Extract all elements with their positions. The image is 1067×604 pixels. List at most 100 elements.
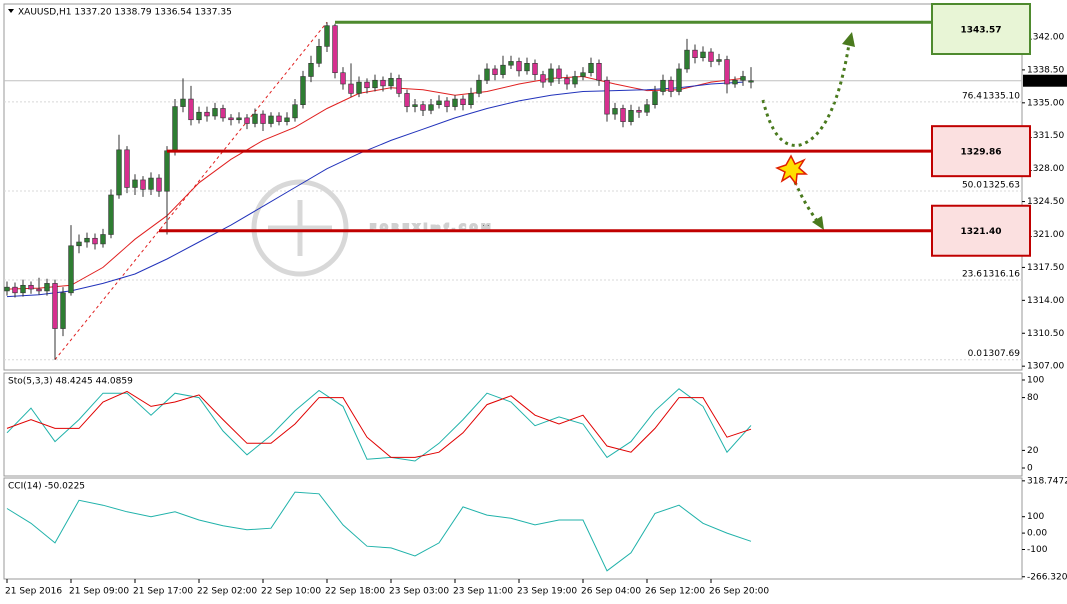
candle-body: [668, 79, 674, 92]
logo-ring: [251, 179, 349, 277]
candle-body: [708, 51, 714, 62]
y-tick-label: 1321.00: [1027, 230, 1064, 240]
candle-body: [284, 117, 290, 122]
candle-body: [316, 46, 322, 64]
y-tick-label: -100: [1027, 545, 1048, 555]
fib-price: 1325.63: [983, 180, 1020, 190]
x-tick-label: 23 Sep 19:00: [517, 587, 577, 597]
candle-body: [500, 64, 506, 75]
candle-body: [60, 292, 66, 329]
indicator-line: [6, 390, 752, 458]
candle-body: [508, 61, 514, 66]
candle-body: [156, 177, 162, 192]
candle-body: [684, 49, 690, 70]
candle-body: [52, 283, 58, 329]
candle-body: [204, 111, 210, 117]
current-price-box: [1023, 74, 1067, 87]
candle-body: [220, 108, 226, 119]
y-tick-label: 80: [1027, 393, 1039, 403]
candle-body: [716, 59, 722, 62]
candle-body: [492, 68, 498, 75]
fib-price: 1307.69: [983, 349, 1020, 359]
candle-body: [540, 74, 546, 83]
candle-body: [564, 78, 570, 85]
candle-body: [164, 150, 170, 192]
candle-body: [732, 79, 738, 85]
candle-body: [116, 149, 122, 196]
candle-body: [596, 63, 602, 81]
candle-body: [396, 78, 402, 94]
candle-body: [420, 104, 426, 111]
candle-body: [132, 179, 138, 188]
y-tick-label: 1317.50: [1027, 263, 1064, 273]
candle-body: [468, 93, 474, 106]
candle-body: [228, 117, 234, 121]
candle-body: [140, 179, 146, 190]
level-box: [931, 125, 1031, 178]
candle-body: [516, 61, 522, 72]
candle-body: [476, 79, 482, 94]
candle-body: [532, 63, 538, 75]
cci-panel: [3, 477, 1023, 580]
y-tick-label: 1310.50: [1027, 329, 1064, 339]
panel-title: XAUUSD,H1 1337.20 1338.79 1336.54 1337.3…: [18, 8, 232, 18]
level-box: [931, 204, 1031, 257]
candle-body: [36, 288, 42, 292]
candle-body: [548, 68, 554, 83]
logo-cross: [268, 200, 332, 256]
candle-body: [348, 83, 354, 94]
y-tick-label: 1314.00: [1027, 296, 1064, 306]
candle-body: [428, 104, 434, 111]
candle-body: [28, 284, 34, 290]
candle-body: [380, 79, 386, 87]
candle-body: [404, 93, 410, 107]
level-box: [931, 3, 1031, 55]
level-label: 1321.40: [961, 227, 1002, 237]
candle-body: [68, 245, 74, 294]
candle-body: [172, 106, 178, 152]
y-tick-label: 318.7472: [1027, 476, 1067, 486]
candle-body: [276, 115, 282, 122]
panel-title: CCI(14) -50.0225: [8, 482, 85, 492]
y-tick-label: 100: [1027, 512, 1044, 522]
down-arrowhead: [812, 216, 824, 230]
y-tick-label: 1331.50: [1027, 131, 1064, 141]
up-arrowhead: [842, 32, 855, 47]
candle-body: [100, 234, 106, 245]
candle-body: [588, 63, 594, 74]
candle-body: [700, 51, 706, 58]
main-panel: [3, 3, 1023, 371]
candle-body: [676, 68, 682, 92]
title-arrow: [8, 9, 14, 13]
candle-body: [436, 100, 442, 106]
candle-body: [692, 49, 698, 58]
x-tick-label: 23 Sep 11:00: [453, 587, 513, 597]
y-tick-label: 0.00: [1027, 529, 1047, 539]
x-tick-label: 22 Sep 02:00: [197, 587, 257, 597]
candle-body: [444, 100, 450, 107]
candle-body: [628, 110, 634, 122]
candle-body: [740, 76, 746, 81]
candle-body: [724, 59, 730, 85]
candle-body: [292, 104, 298, 119]
fib-level: 76.4: [962, 91, 982, 101]
candle-body: [260, 113, 266, 124]
candle-body: [20, 284, 26, 294]
y-tick-label: 1338.50: [1027, 65, 1064, 75]
candle-body: [636, 110, 642, 113]
y-tick-label: 1307.00: [1027, 362, 1064, 372]
candle-body: [388, 78, 394, 87]
x-tick-label: 22 Sep 18:00: [325, 587, 385, 597]
current-price-label: 1337.35: [1026, 76, 1063, 86]
candle-body: [12, 286, 18, 294]
level-label: 1343.57: [961, 26, 1002, 36]
y-tick-label: 1324.50: [1027, 197, 1064, 207]
candle-body: [332, 25, 338, 74]
candle-body: [580, 72, 586, 77]
x-tick-label: 26 Sep 04:00: [581, 587, 641, 597]
candle-body: [364, 81, 370, 89]
indicator-line: [6, 388, 752, 462]
stoch-panel: [3, 372, 1023, 477]
